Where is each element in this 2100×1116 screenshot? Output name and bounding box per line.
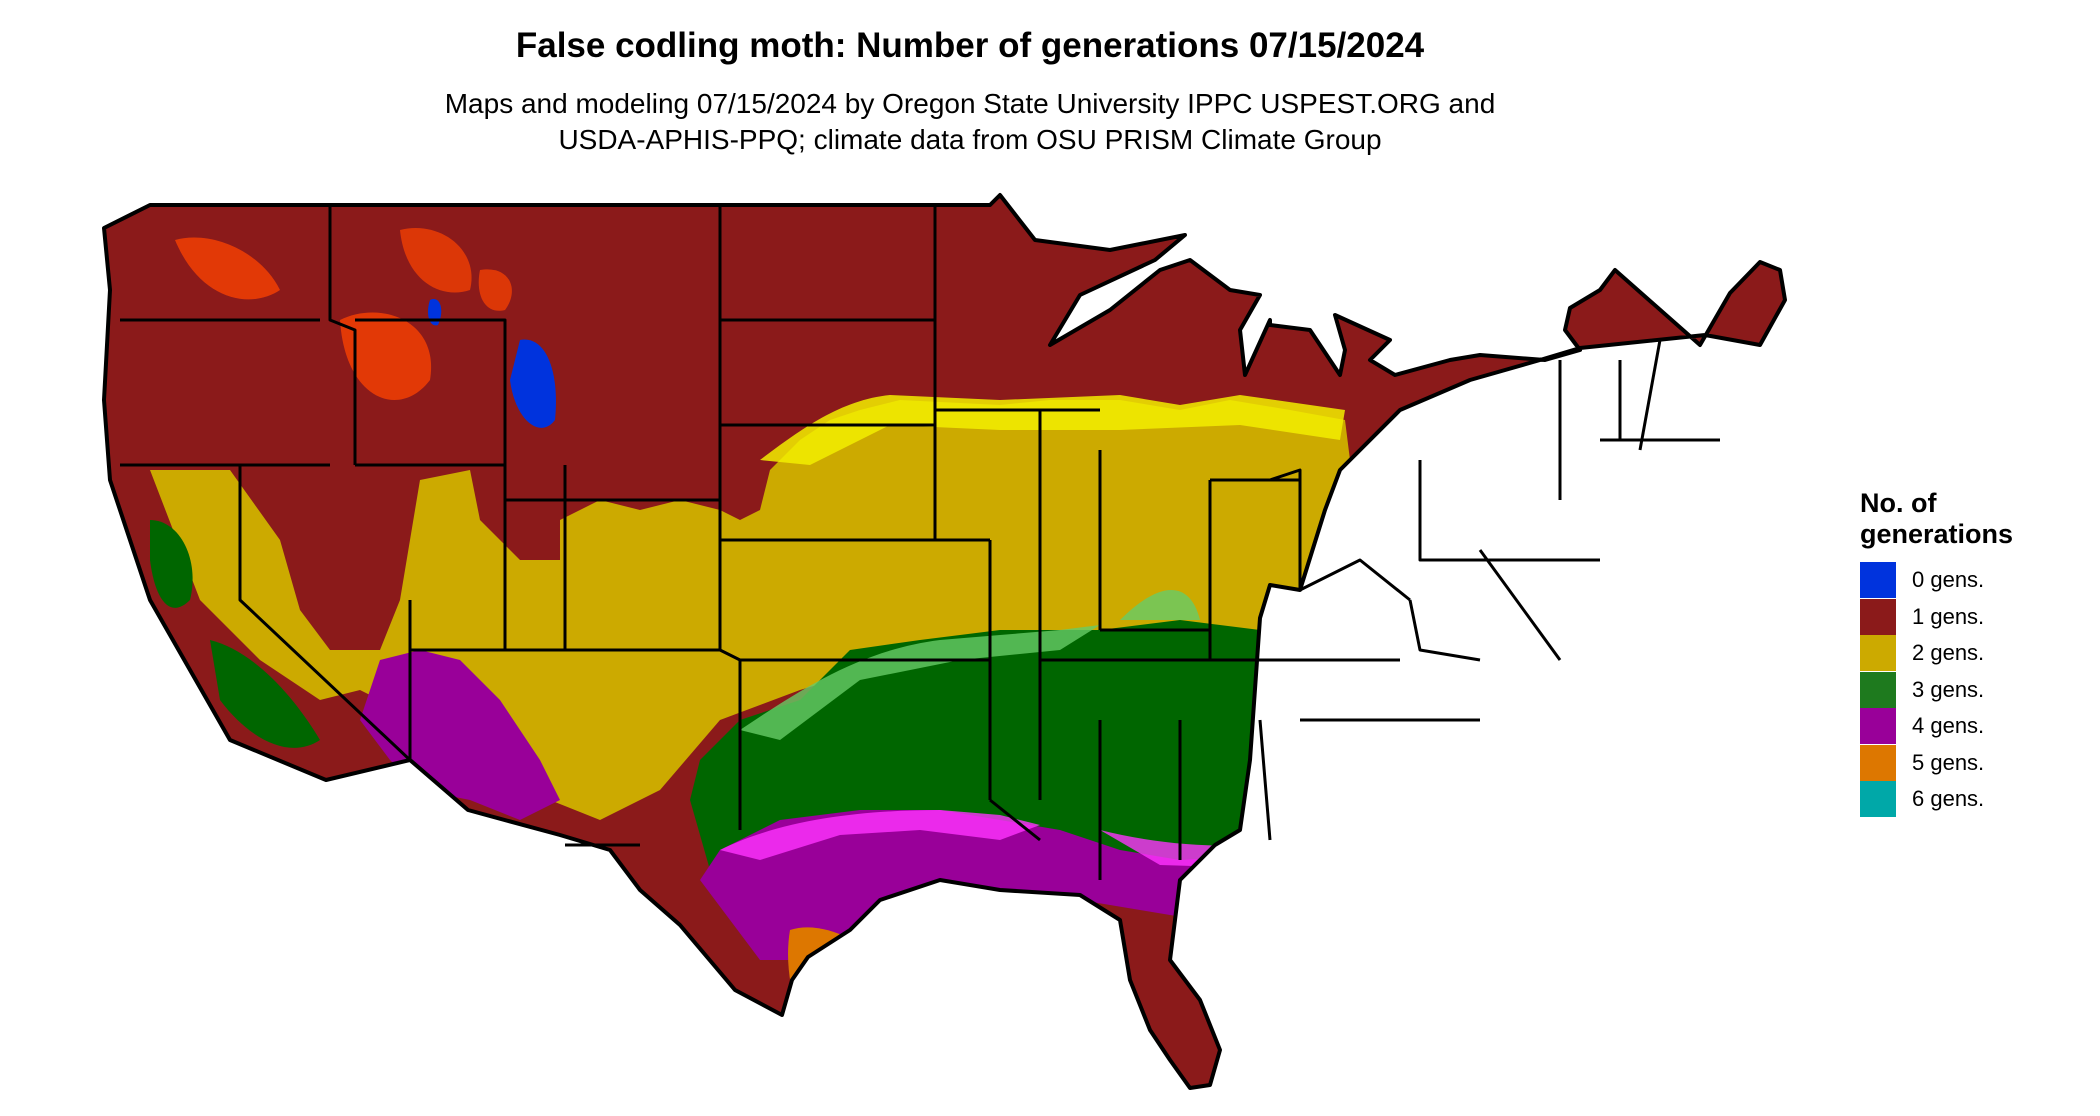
legend-swatch: [1860, 708, 1896, 745]
map-subtitle: Maps and modeling 07/15/2024 by Oregon S…: [0, 86, 1940, 158]
subtitle-line-2: USDA-APHIS-PPQ; climate data from OSU PR…: [558, 124, 1382, 155]
legend-label: 5 gens.: [1912, 749, 1985, 775]
legend-label: 0 gens.: [1912, 567, 1985, 593]
legend-label: 4 gens.: [1912, 713, 1985, 739]
legend-swatch: [1860, 562, 1896, 599]
legend-label: 3 gens.: [1912, 676, 1985, 702]
legend-item: 5 gens.: [1860, 744, 2090, 782]
legend-label: 6 gens.: [1912, 786, 1985, 812]
legend-title: No. of generations: [1860, 488, 2090, 550]
legend-swatch: [1860, 671, 1896, 708]
legend-title-line-2: generations: [1860, 519, 2014, 549]
legend: No. of generations 0 gens. 1 gens. 2 gens.…: [1860, 488, 2090, 818]
legend-item: 2 gens.: [1860, 635, 2090, 672]
legend-list: 0 gens. 1 gens. 2 gens. 3 gens. 4 gens. 5 gen…: [1860, 562, 2090, 818]
map-title: False codling moth: Number of generation…: [515, 26, 1425, 65]
legend-item: 1 gens.: [1860, 598, 2090, 636]
legend-item: 4 gens.: [1860, 708, 2090, 745]
legend-title-line-1: No. of: [1860, 488, 1937, 518]
legend-swatch: [1860, 744, 1896, 781]
legend-item: 3 gens.: [1860, 671, 2090, 709]
legend-swatch: [1860, 598, 1896, 635]
legend-swatch: [1860, 781, 1896, 818]
legend-item: 0 gens.: [1860, 562, 2090, 599]
subtitle-line-1: Maps and modeling 07/15/2024 by Oregon S…: [444, 88, 1496, 119]
legend-swatch: [1860, 635, 1896, 672]
legend-item: 6 gens.: [1860, 781, 2090, 818]
legend-label: 1 gens.: [1912, 603, 1985, 629]
legend-label: 2 gens.: [1912, 640, 1985, 666]
